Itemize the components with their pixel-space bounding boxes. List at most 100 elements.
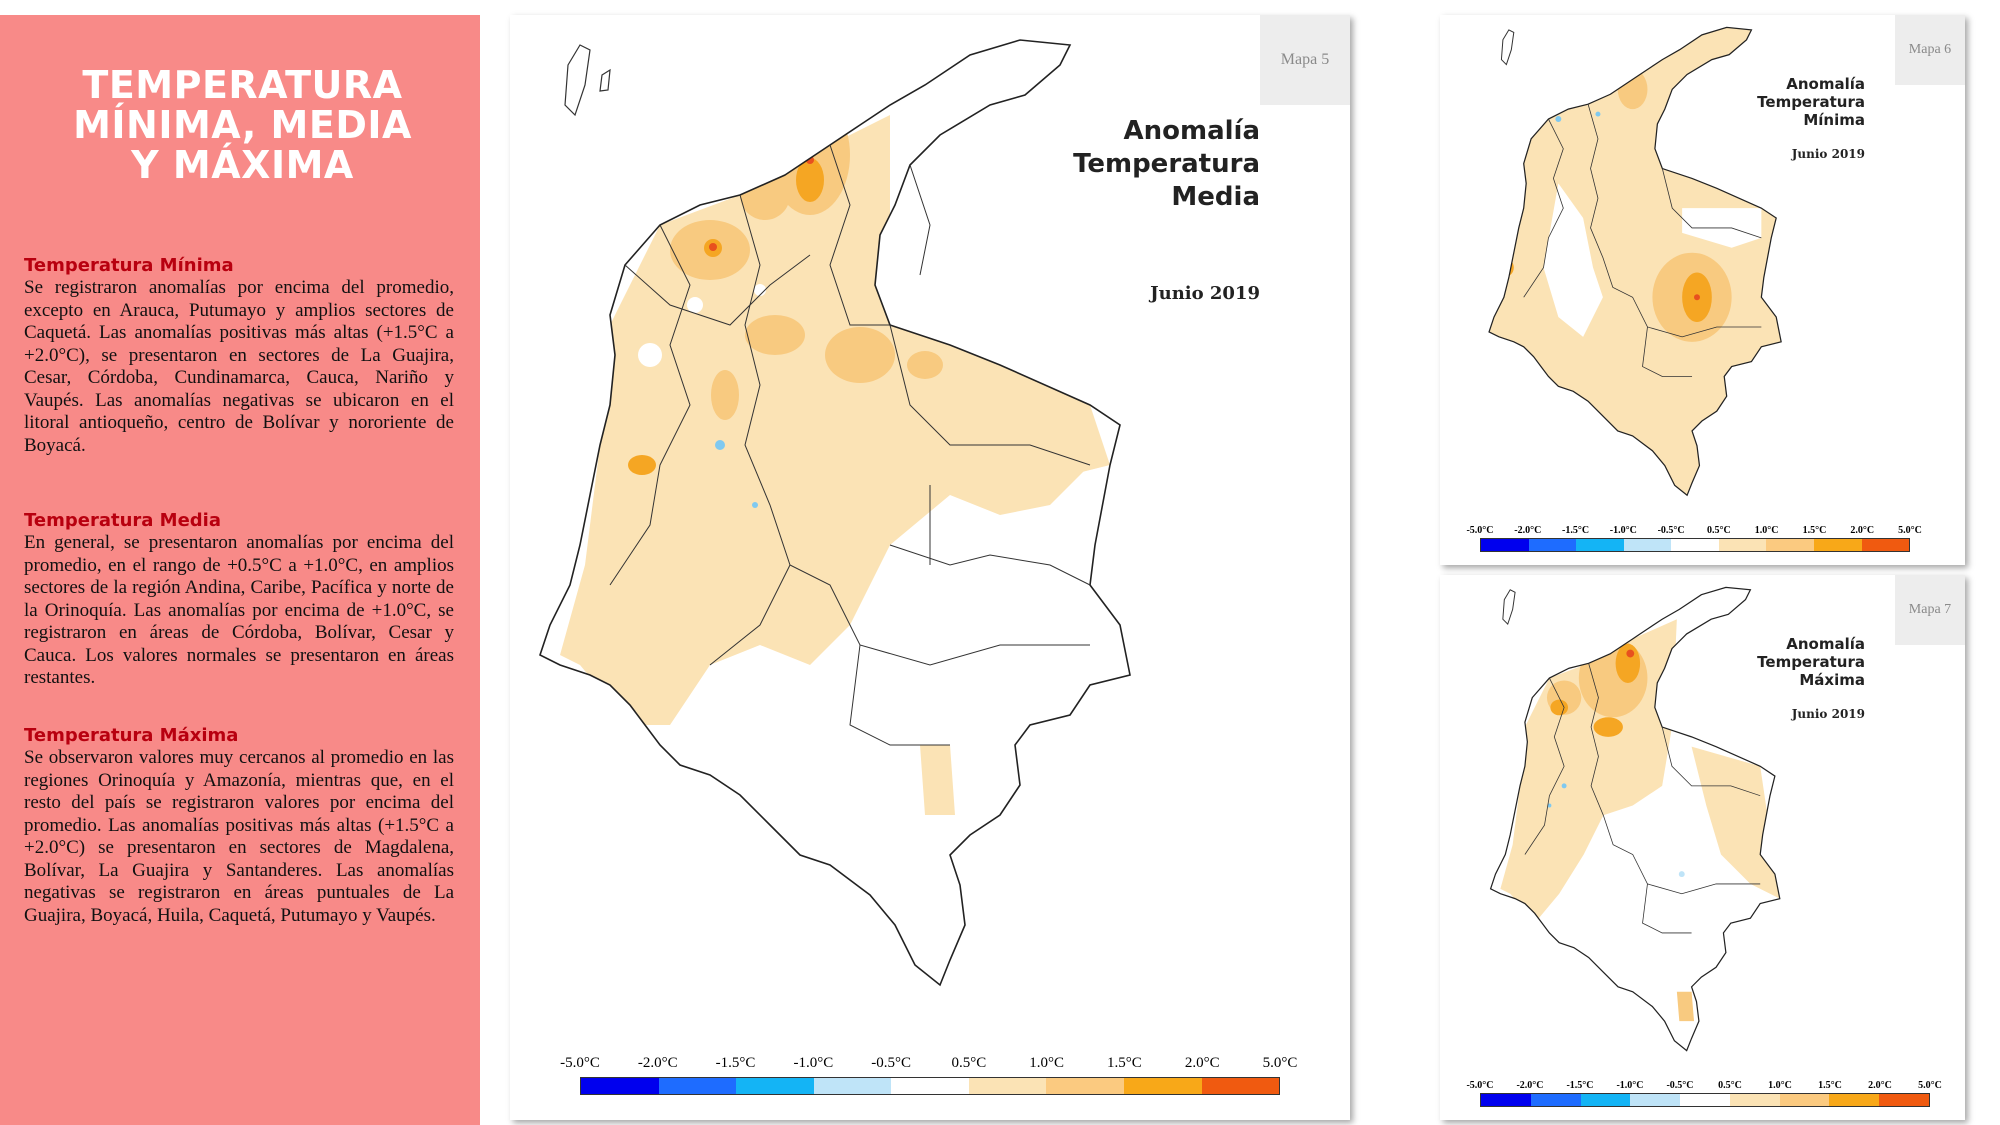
legend-tick-label: 1.0°C — [1754, 525, 1779, 536]
legend-swatch — [1729, 1094, 1780, 1106]
legend-color-bar — [1480, 1093, 1930, 1107]
map-title-media-line-1: Anomalía — [1123, 116, 1261, 146]
map-title-media-line-2: Temperatura — [1073, 149, 1260, 179]
section-heading-minima: Temperatura Mínima — [24, 255, 234, 276]
legend-tick-label: 5.0°C — [1898, 525, 1922, 536]
legend-swatch — [581, 1078, 659, 1094]
section-temperatura-maxima: Temperatura Máxima Se observaron valores… — [24, 725, 454, 927]
legend-tick-label: 1.5°C — [1802, 525, 1827, 536]
legend-swatch — [658, 1078, 737, 1094]
legend-tick-label: 2.0°C — [1184, 1055, 1220, 1071]
map-card-maxima: Mapa 7 — [1440, 575, 1965, 1120]
legend-tick-label: 0.5°C — [1707, 525, 1731, 536]
section-text-maxima: Se observaron valores muy cercanos al pr… — [24, 747, 454, 926]
legend-swatch — [1879, 1094, 1930, 1106]
legend-tick-label: -1.0°C — [1609, 525, 1637, 536]
legend-tick-label: 2.0°C — [1850, 525, 1875, 536]
legend-tick-label: -5.0°C — [1466, 525, 1494, 536]
legend-swatch — [891, 1078, 969, 1094]
map-date-media: Junio 2019 — [1150, 283, 1260, 304]
section-text-media: En general, se presentaron anomalías por… — [24, 532, 454, 688]
legend-tick-label: -2.0°C — [1514, 525, 1542, 536]
legend-swatch — [1779, 1094, 1830, 1106]
colombia-map-minima — [1488, 26, 1782, 497]
legend-tick-label: -5.0°C — [560, 1055, 600, 1071]
legend-swatch — [968, 1078, 1047, 1094]
title-line-3: Y MÁXIMA — [131, 143, 354, 187]
map-date-maxima: Junio 2019 — [1791, 707, 1865, 721]
section-temperatura-minima: Temperatura Mínima Se registraron anomal… — [24, 255, 454, 457]
legend-tick-label: -0.5°C — [1666, 1080, 1694, 1091]
legend-color-bar — [1480, 538, 1910, 552]
legend-tick-label: -5.0°C — [1466, 1080, 1494, 1091]
legend-swatch — [1201, 1078, 1280, 1094]
map-date-minima: Junio 2019 — [1791, 147, 1865, 161]
title-line-2: MÍNIMA, MEDIA — [73, 103, 412, 147]
legend-swatch — [1680, 1094, 1730, 1106]
legend-swatch — [1861, 539, 1910, 551]
legend-swatch — [736, 1078, 814, 1094]
legend-swatch — [1630, 1094, 1681, 1106]
legend-swatch — [1718, 539, 1767, 551]
legend-swatch — [1481, 539, 1529, 551]
legend-tick-label: 0.5°C — [1718, 1080, 1742, 1091]
page-title: TEMPERATURA MÍNIMA, MEDIA Y MÁXIMA — [20, 65, 465, 185]
legend-swatch — [1829, 1094, 1880, 1106]
map-title-minima-line-3: Mínima — [1803, 111, 1865, 129]
legend-media: -5.0°C -2.0°C -1.5°C -1.0°C -0.5°C 0.5°C 1.0°C… — [550, 1055, 1297, 1105]
map-title-maxima: Anomalía Temperatura Máxima — [1705, 635, 1865, 689]
legend-tick-label: 1.5°C — [1818, 1080, 1842, 1091]
legend-maxima: -5.0°C -2.0°C -1.5°C -1.0°C -0.5°C 0.5°C 1.0°C… — [1460, 1080, 1942, 1115]
legend-swatch — [1766, 539, 1814, 551]
map-title-minima-line-1: Anomalía — [1786, 75, 1865, 93]
legend-tick-label: -1.5°C — [715, 1055, 756, 1071]
legend-swatch — [1623, 539, 1672, 551]
legend-tick-label: -1.0°C — [1616, 1080, 1644, 1091]
map-title-media-line-3: Media — [1171, 182, 1260, 212]
legend-swatch — [1530, 1094, 1581, 1106]
map-card-media: Mapa 5 — [510, 15, 1350, 1120]
colombia-map-media — [539, 39, 1131, 987]
map-tag-7: Mapa 7 — [1895, 575, 1965, 645]
sidebar-panel: TEMPERATURA MÍNIMA, MEDIA Y MÁXIMA Tempe… — [0, 15, 480, 1125]
legend-swatch — [1580, 1094, 1631, 1106]
legend-tick-label: -1.5°C — [1562, 525, 1590, 536]
legend-swatch — [1576, 539, 1624, 551]
map-title-minima-line-2: Temperatura — [1757, 93, 1865, 111]
map-tag-6: Mapa 6 — [1895, 15, 1965, 85]
legend-swatch — [1671, 539, 1719, 551]
legend-tick-label: 0.5°C — [951, 1055, 987, 1071]
legend-minima: -5.0°C -2.0°C -1.5°C -1.0°C -0.5°C 0.5°C 1.0°C… — [1460, 525, 1922, 560]
legend-tick-label: -2.0°C — [1516, 1080, 1544, 1091]
legend-tick-label: 1.5°C — [1107, 1055, 1142, 1071]
legend-tick-label: 1.0°C — [1029, 1055, 1065, 1071]
legend-swatch — [813, 1078, 892, 1094]
legend-tick-label: -2.0°C — [637, 1055, 678, 1071]
section-temperatura-media: Temperatura Media En general, se present… — [24, 510, 454, 690]
map-title-media: Anomalía Temperatura Media — [1010, 115, 1260, 214]
map-title-maxima-line-3: Máxima — [1799, 671, 1865, 689]
map-tag-5: Mapa 5 — [1260, 15, 1350, 105]
map-title-maxima-line-2: Temperatura — [1757, 653, 1865, 671]
legend-color-bar — [580, 1077, 1280, 1095]
legend-swatch — [1528, 539, 1577, 551]
map-title-maxima-line-1: Anomalía — [1786, 635, 1865, 653]
legend-tick-label: 2.0°C — [1868, 1080, 1892, 1091]
legend-tick-label: 1.0°C — [1768, 1080, 1792, 1091]
colombia-map-maxima — [1489, 586, 1781, 1052]
legend-tick-label: -1.0°C — [793, 1055, 834, 1071]
map-card-minima: Mapa 6 Anomalía Temper — [1440, 15, 1965, 565]
legend-swatch — [1046, 1078, 1124, 1094]
legend-tick-label: 5.0°C — [1262, 1055, 1298, 1071]
section-heading-media: Temperatura Media — [24, 510, 221, 531]
title-line-1: TEMPERATURA — [82, 63, 403, 107]
section-heading-maxima: Temperatura Máxima — [24, 725, 239, 746]
legend-swatch — [1123, 1078, 1202, 1094]
legend-swatch — [1481, 1094, 1531, 1106]
legend-tick-label: 5.0°C — [1918, 1080, 1942, 1091]
legend-swatch — [1813, 539, 1862, 551]
legend-tick-label: -1.5°C — [1566, 1080, 1594, 1091]
legend-tick-label: -0.5°C — [871, 1055, 911, 1071]
map-title-minima: Anomalía Temperatura Mínima — [1705, 75, 1865, 129]
section-text-minima: Se registraron anomalías por encima del … — [24, 277, 454, 456]
